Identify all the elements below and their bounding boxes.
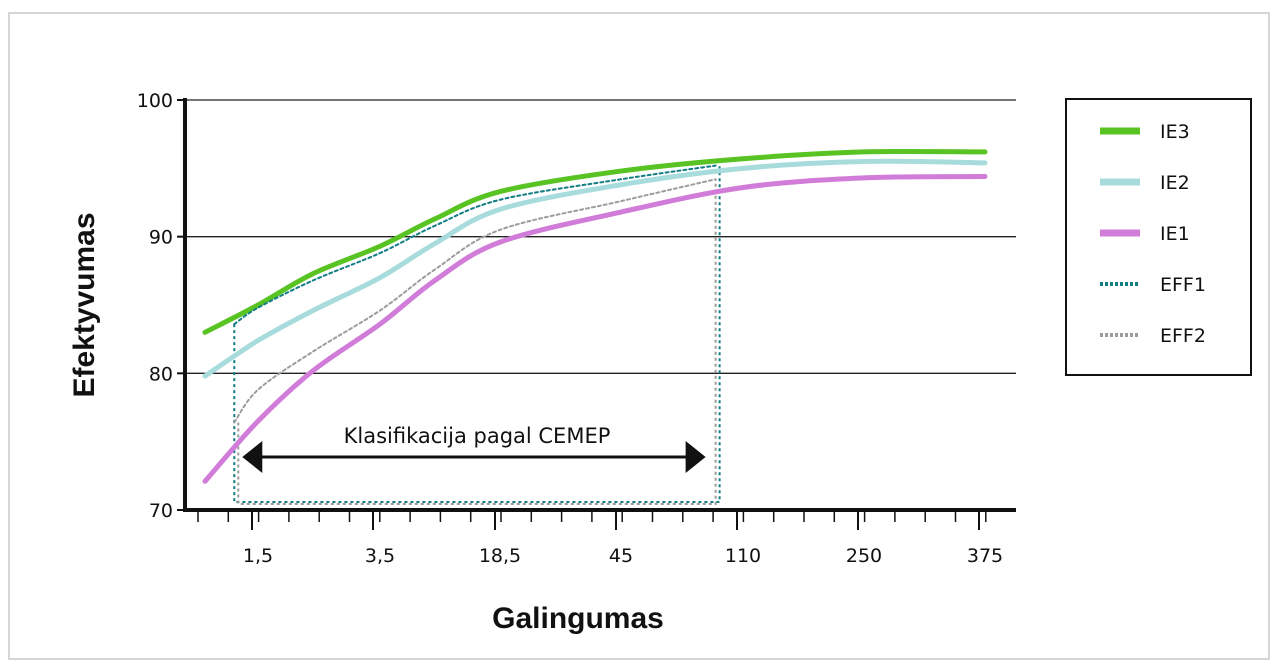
y-tick-labels: 70 80 90 100 [137, 90, 173, 522]
x-tick-label: 110 [725, 545, 761, 567]
x-axis-title: Galingumas [492, 602, 664, 635]
cemep-range-boxes [233, 165, 721, 505]
legend-label-eff2: EFF2 [1160, 325, 1206, 347]
chart-frame [8, 12, 1270, 660]
legend-box [1065, 98, 1252, 376]
legend: IE3 IE2 IE1 EFF1 EFF2 [1065, 98, 1252, 376]
legend-label-ie1: IE1 [1160, 223, 1190, 245]
x-tick-label: 45 [609, 545, 633, 567]
x-tick-label: 1,5 [243, 545, 273, 567]
x-tick-label: 250 [846, 545, 882, 567]
arrow-right-icon [685, 441, 706, 473]
series-line-eff1 [233, 164, 717, 326]
cemep-annotation: Klasifikacija pagal CEMEP [242, 424, 706, 473]
range-box-eff2 [237, 179, 717, 505]
grid-lines [185, 99, 1016, 374]
legend-label-ie3: IE3 [1160, 121, 1190, 143]
legend-label-eff1: EFF1 [1160, 274, 1206, 296]
legend-items: IE3 IE2 IE1 EFF1 EFF2 [1100, 121, 1206, 347]
arrow-left-icon [242, 441, 263, 473]
series-line-ie1 [202, 174, 988, 484]
y-tick-label: 100 [137, 90, 173, 112]
range-box-eff1 [233, 165, 721, 503]
legend-label-ie2: IE2 [1160, 172, 1190, 194]
y-tick-label: 80 [149, 363, 173, 385]
x-tick-labels: 1,5 3,5 18,5 45 110 250 375 [243, 545, 1003, 567]
y-axis-title: Efektyvumas [68, 212, 101, 397]
series-line-eff2 [233, 178, 717, 424]
series-lines [202, 148, 988, 484]
series-line-ie3 [202, 148, 988, 335]
annotation-text: Klasifikacija pagal CEMEP [344, 424, 611, 448]
x-tick-label: 375 [967, 545, 1003, 567]
series-line-ie2 [202, 158, 988, 379]
y-tick-label: 90 [149, 227, 173, 249]
x-tick-label: 18,5 [479, 545, 521, 567]
x-tick-label: 3,5 [365, 545, 395, 567]
y-tick-label: 70 [149, 500, 173, 522]
axes [177, 98, 1016, 530]
